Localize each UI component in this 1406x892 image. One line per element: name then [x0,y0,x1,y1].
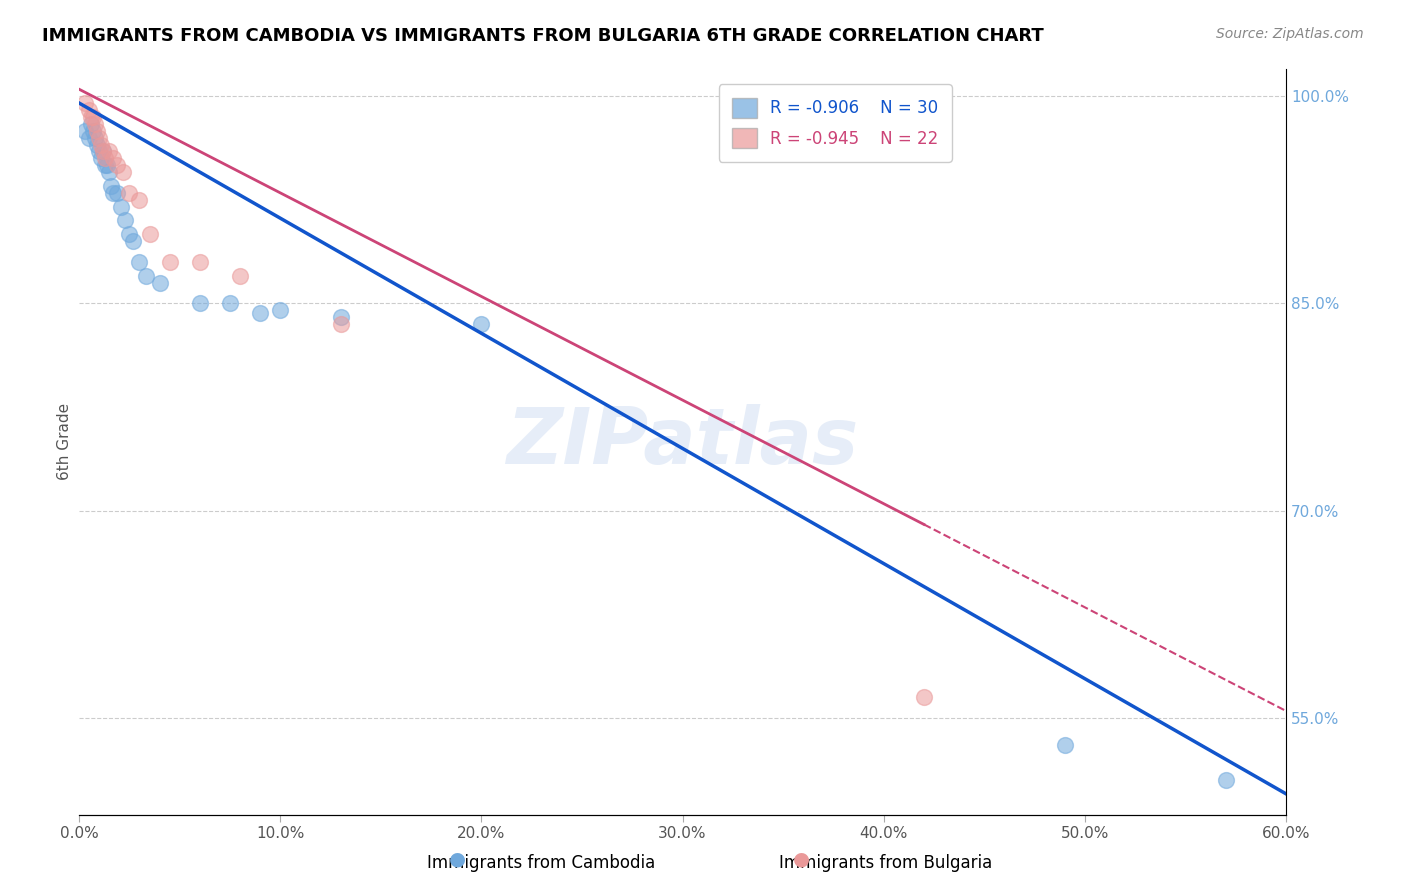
Point [80,117,103,131]
Point [470,317,492,331]
Point [105,186,128,200]
Point [82,110,104,124]
Text: ●: ● [449,850,465,869]
Text: IMMIGRANTS FROM CAMBODIA VS IMMIGRANTS FROM BULGARIA 6TH GRADE CORRELATION CHART: IMMIGRANTS FROM CAMBODIA VS IMMIGRANTS F… [42,27,1043,45]
Text: ZIPatlas: ZIPatlas [506,403,859,480]
Text: ●: ● [793,850,810,869]
Point [148,276,170,290]
Point [110,200,132,214]
Point [188,255,211,269]
Point [77,130,100,145]
Point [269,303,291,318]
Point [91,145,114,159]
Point [219,296,242,310]
Point [89,145,111,159]
Point [89,130,111,145]
Point [122,234,145,248]
Point [84,130,107,145]
Point [329,317,352,331]
Point [134,268,156,283]
Point [159,255,181,269]
Point [90,151,112,165]
Point [91,145,114,159]
Point [103,151,125,165]
Point [105,158,128,172]
Point [112,165,135,179]
Point [329,310,352,325]
Point [249,306,271,320]
Point [98,165,121,179]
Point [100,178,122,193]
Point [188,296,211,310]
Point [86,124,108,138]
Point [75,124,97,138]
Point [128,255,150,269]
Text: Source: ZipAtlas.com: Source: ZipAtlas.com [1216,27,1364,41]
Point [118,186,141,200]
Point [114,213,136,227]
Point [84,117,107,131]
Point [912,690,935,704]
Point [118,227,141,242]
Point [1053,739,1076,753]
Legend: R = -0.906    N = 30, R = -0.945    N = 22: R = -0.906 N = 30, R = -0.945 N = 22 [718,85,952,161]
Point [77,103,100,117]
Point [96,158,118,172]
Text: Immigrants from Cambodia: Immigrants from Cambodia [427,855,655,872]
Point [138,227,160,242]
Point [86,137,108,152]
Point [103,186,125,200]
Point [82,124,104,138]
Text: Immigrants from Bulgaria: Immigrants from Bulgaria [779,855,993,872]
Point [1215,772,1237,787]
Point [90,137,112,152]
Point [80,110,103,124]
Point [98,145,121,159]
Point [94,151,117,165]
Y-axis label: 6th Grade: 6th Grade [58,403,72,480]
Point [94,158,117,172]
Point [128,193,150,207]
Point [75,96,97,111]
Point [229,268,252,283]
